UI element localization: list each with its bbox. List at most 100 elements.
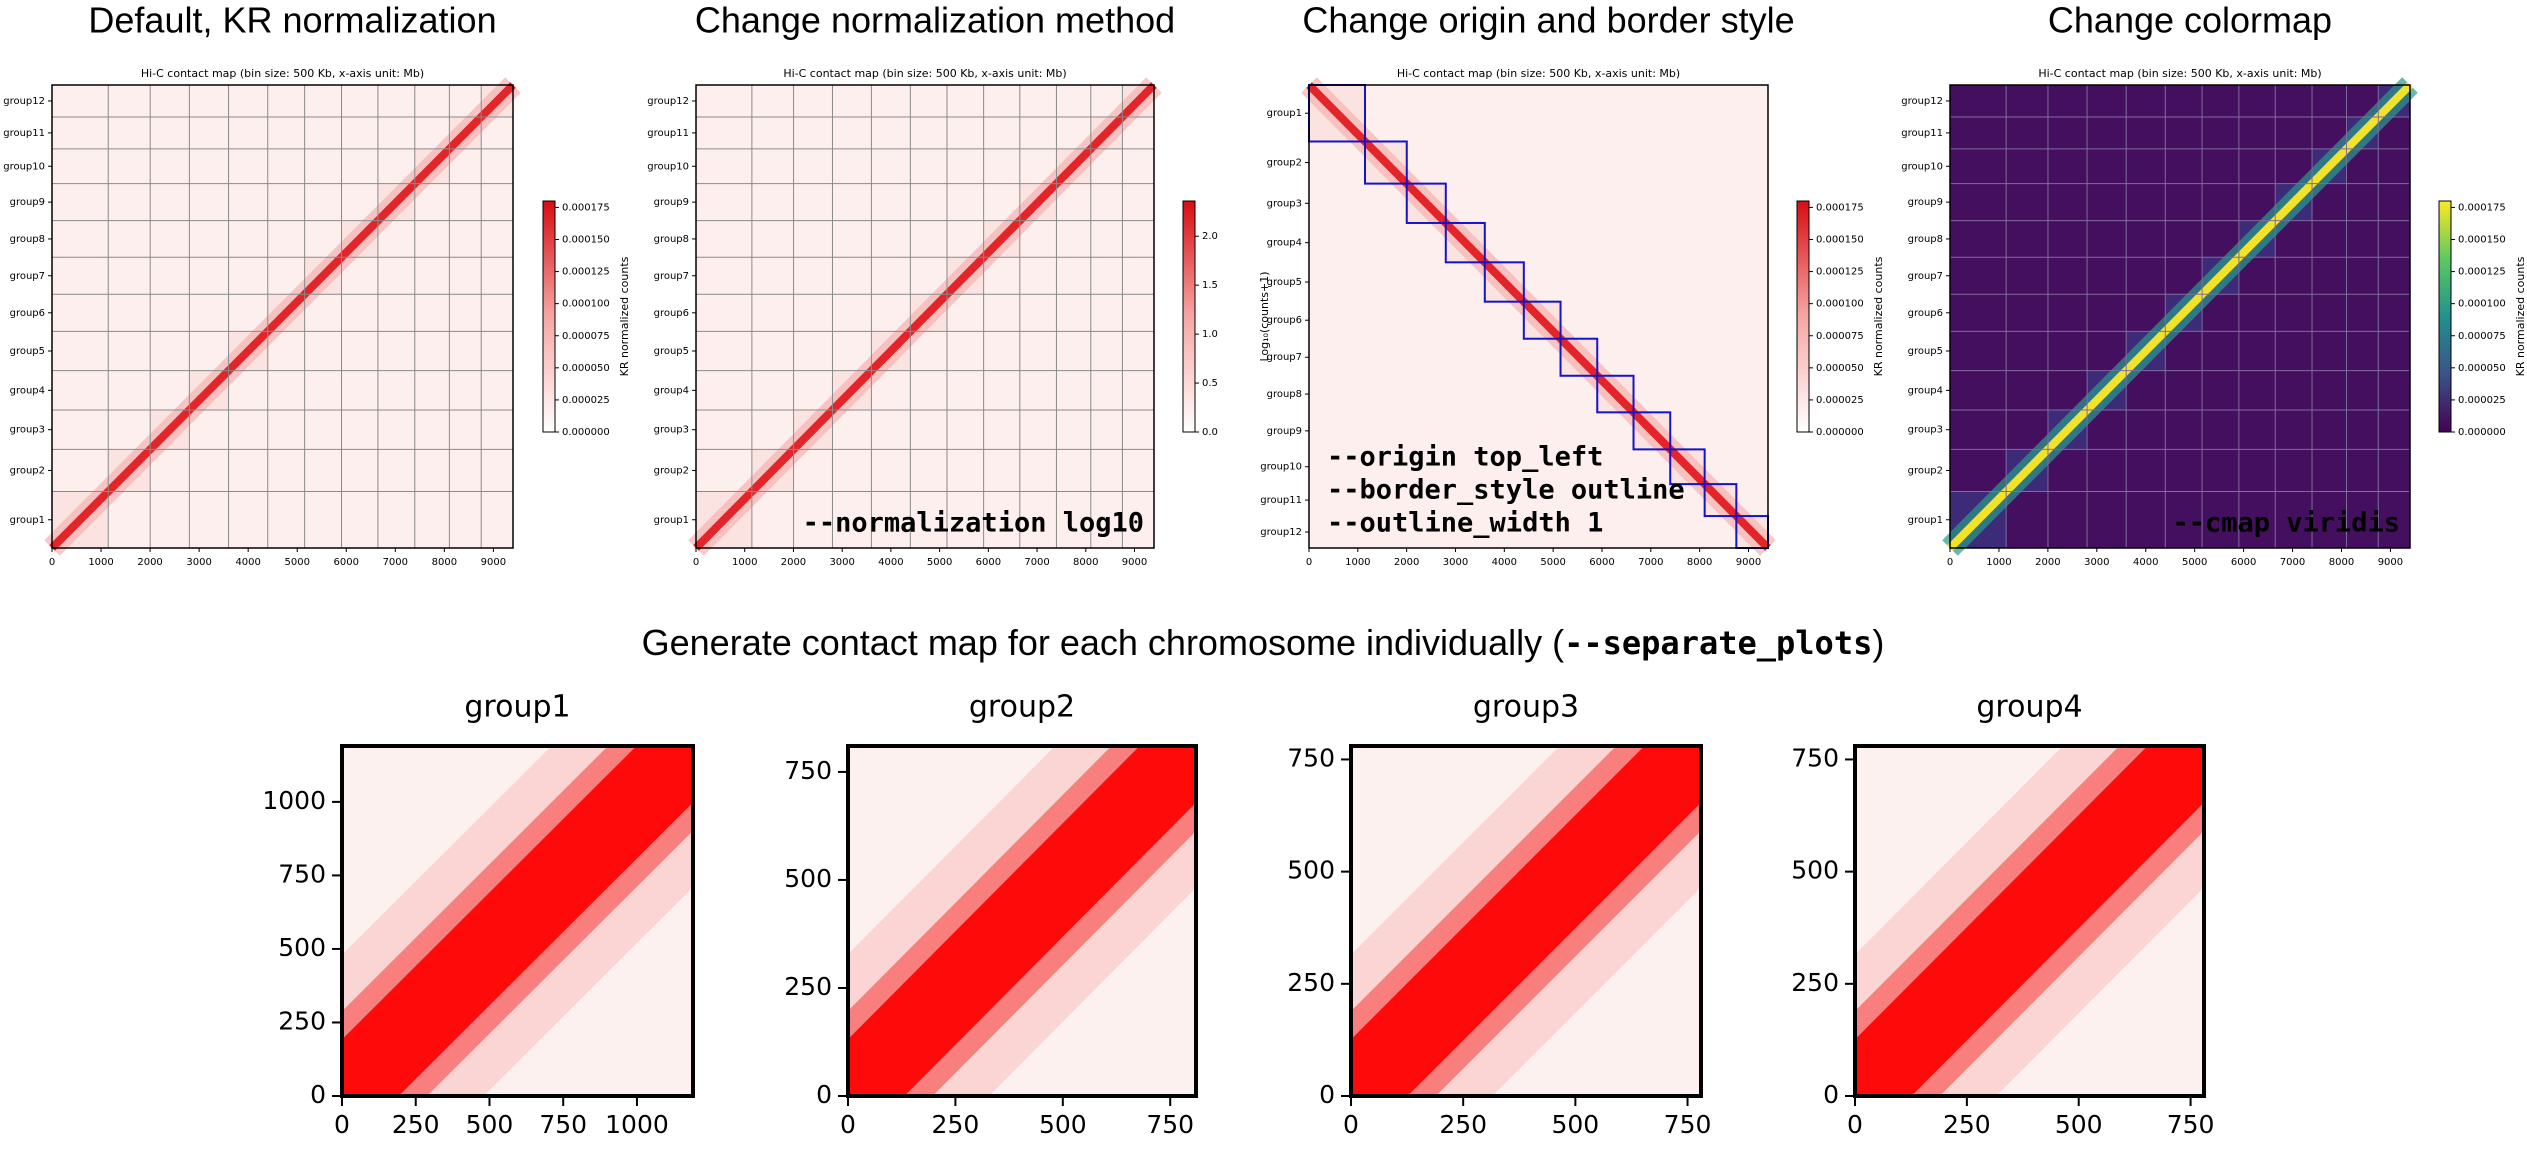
y-tick-label: group8 bbox=[10, 234, 45, 245]
heading-code: --separate_plots bbox=[1564, 624, 1872, 662]
x-tick-label: 6000 bbox=[976, 557, 1001, 568]
panel-title: Default, KR normalization bbox=[88, 0, 496, 41]
y-tick-label: group9 bbox=[654, 197, 689, 208]
y-tick-label: 250 bbox=[1287, 968, 1335, 997]
x-tick-label: 250 bbox=[1943, 1110, 1991, 1139]
x-tick-label: 9000 bbox=[1736, 557, 1761, 568]
plot-frame bbox=[1853, 744, 2206, 1098]
colorbar-tick-label: 0.000000 bbox=[2458, 427, 2506, 438]
y-tick-label: group9 bbox=[1267, 426, 1302, 437]
colorbar bbox=[1182, 200, 1196, 433]
colorbar-tick-label: 0.000000 bbox=[562, 427, 610, 438]
y-tick-label: 250 bbox=[784, 972, 832, 1001]
x-tick-label: 2000 bbox=[2035, 557, 2060, 568]
y-tick-label: 500 bbox=[1287, 856, 1335, 885]
panel-title: Change origin and border style bbox=[1302, 0, 1794, 41]
colorbar-tick-label: 0.000100 bbox=[562, 299, 610, 310]
x-tick-label: 9000 bbox=[2378, 557, 2403, 568]
x-tick-label: 250 bbox=[1439, 1110, 1487, 1139]
y-tick-label: group6 bbox=[1267, 315, 1302, 326]
colorbar-tick-label: 0.000100 bbox=[2458, 299, 2506, 310]
x-tick-label: 2000 bbox=[1394, 557, 1419, 568]
annotation: --cmap viridis bbox=[2172, 508, 2400, 539]
panel-title: group2 bbox=[969, 690, 1075, 725]
block-outline bbox=[1703, 483, 1738, 518]
colorbar-tick-label: 1.0 bbox=[1202, 329, 1218, 340]
y-tick-label: 500 bbox=[278, 933, 326, 962]
colorbar-tick-label: 0.000125 bbox=[1816, 267, 1864, 278]
block-outline bbox=[1669, 448, 1706, 486]
y-tick-label: group11 bbox=[3, 128, 45, 139]
block-outline bbox=[1444, 221, 1486, 264]
colorbar-tick-label: 0.000150 bbox=[562, 235, 610, 246]
y-tick-label: group3 bbox=[654, 425, 689, 436]
colorbar-tick-label: 0.000075 bbox=[562, 331, 610, 342]
y-tick-label: group1 bbox=[654, 515, 689, 526]
x-tick-label: 2000 bbox=[137, 557, 162, 568]
x-tick-label: 0 bbox=[1343, 1110, 1359, 1139]
x-tick-label: 0 bbox=[49, 557, 55, 568]
x-tick-label: 8000 bbox=[1073, 557, 1098, 568]
x-tick-label: 5000 bbox=[2182, 557, 2207, 568]
plot-frame bbox=[846, 744, 1198, 1098]
colorbar-tick-label: 0.000050 bbox=[562, 363, 610, 374]
y-tick-label: group12 bbox=[1260, 527, 1302, 538]
x-tick-label: 750 bbox=[539, 1110, 587, 1139]
diagonal bbox=[1351, 746, 1701, 1096]
x-tick-label: 0 bbox=[1947, 557, 1953, 568]
x-tick-label: 6000 bbox=[2231, 557, 2256, 568]
x-tick-label: 5000 bbox=[284, 557, 309, 568]
colorbar-label: KR normalized counts bbox=[1872, 256, 1885, 376]
y-tick-label: group12 bbox=[647, 96, 689, 107]
y-tick-label: group10 bbox=[3, 161, 45, 172]
y-tick-label: group10 bbox=[1901, 161, 1943, 172]
x-tick-label: 750 bbox=[1664, 1110, 1712, 1139]
y-tick-label: 1000 bbox=[262, 786, 326, 815]
annotation: --normalization log10 bbox=[803, 508, 1144, 539]
y-tick-label: 750 bbox=[784, 756, 832, 785]
x-tick-label: 7000 bbox=[383, 557, 408, 568]
colorbar-tick-label: 0.000125 bbox=[2458, 267, 2506, 278]
y-tick-label: group8 bbox=[654, 234, 689, 245]
x-tick-label: 500 bbox=[1039, 1110, 1087, 1139]
panel-subtitle: Hi-C contact map (bin size: 500 Kb, x-ax… bbox=[783, 67, 1066, 80]
x-tick-label: 750 bbox=[2167, 1110, 2215, 1139]
x-tick-label: 8000 bbox=[2329, 557, 2354, 568]
y-tick-label: group5 bbox=[1267, 277, 1302, 288]
x-tick-label: 500 bbox=[1551, 1110, 1599, 1139]
colorbar-tick-label: 0.5 bbox=[1202, 378, 1218, 389]
colorbar-tick-label: 0.000150 bbox=[1816, 235, 1864, 246]
colorbar-tick-label: 1.5 bbox=[1202, 280, 1218, 291]
y-tick-label: group12 bbox=[3, 96, 45, 107]
y-tick-label: group7 bbox=[1908, 271, 1943, 282]
diagonal bbox=[342, 746, 693, 1096]
x-tick-label: 3000 bbox=[2084, 557, 2109, 568]
y-tick-label: 500 bbox=[1791, 856, 1839, 885]
diagonal bbox=[1855, 746, 2204, 1096]
annotation: --origin top_left bbox=[1327, 442, 1603, 473]
y-tick-label: 750 bbox=[1791, 743, 1839, 772]
plot-frame bbox=[340, 744, 695, 1098]
block-outline bbox=[1522, 300, 1562, 340]
x-tick-label: 750 bbox=[1146, 1110, 1194, 1139]
y-tick-label: group4 bbox=[654, 385, 689, 396]
panel-title: Change normalization method bbox=[695, 0, 1175, 41]
y-tick-label: group1 bbox=[1267, 108, 1302, 119]
x-tick-label: 500 bbox=[2055, 1110, 2103, 1139]
x-tick-label: 1000 bbox=[605, 1110, 669, 1139]
y-tick-label: group6 bbox=[10, 308, 45, 319]
y-tick-label: group9 bbox=[10, 197, 45, 208]
colorbar bbox=[2438, 200, 2452, 433]
colorbar-tick-label: 0.0 bbox=[1202, 427, 1218, 438]
x-tick-label: 250 bbox=[932, 1110, 980, 1139]
y-tick-label: group6 bbox=[654, 308, 689, 319]
x-tick-label: 3000 bbox=[186, 557, 211, 568]
x-tick-label: 4000 bbox=[2133, 557, 2158, 568]
colorbar-tick-label: 0.000150 bbox=[2458, 235, 2506, 246]
y-tick-label: group5 bbox=[1908, 346, 1943, 357]
y-tick-label: group4 bbox=[1908, 385, 1943, 396]
x-tick-label: 8000 bbox=[432, 557, 457, 568]
x-tick-label: 4000 bbox=[878, 557, 903, 568]
